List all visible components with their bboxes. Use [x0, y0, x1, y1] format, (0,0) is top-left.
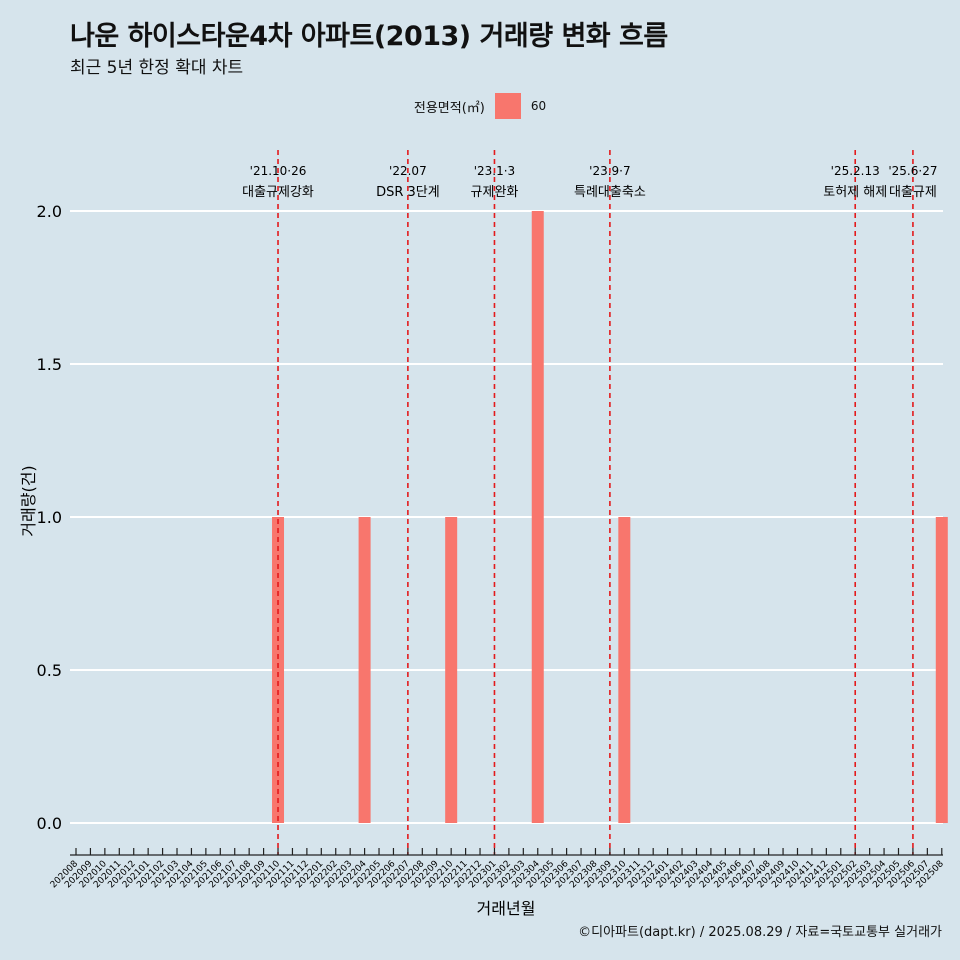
legend-swatch	[494, 93, 521, 119]
caption: ©디아파트(dapt.kr) / 2025.08.29 / 자료=국토교통부 실…	[578, 925, 942, 940]
event-label: 대출규제강화	[242, 185, 314, 200]
y-tick-label: 2.0	[37, 202, 62, 221]
legend: 전용면적(㎡) 60	[0, 93, 960, 119]
bar-202304	[531, 211, 544, 823]
event-date-label: '23.9·7	[589, 164, 630, 178]
chart-subtitle: 최근 5년 한정 확대 차트	[70, 58, 244, 78]
event-date-label: '23.1·3	[474, 164, 515, 178]
y-tick-label: 0.5	[37, 661, 62, 680]
bars	[272, 211, 948, 823]
bar-202310	[618, 517, 631, 823]
y-tick-label: 0.0	[37, 814, 62, 833]
bar-202204	[358, 517, 371, 823]
legend-label: 60	[530, 99, 547, 113]
event-label: 대출규제	[889, 185, 937, 200]
event-label: 토허제 해제	[823, 185, 887, 200]
bar-202110	[272, 517, 285, 823]
x-axis-title: 거래년월	[477, 899, 536, 918]
event-label: 규제완화	[471, 185, 519, 200]
legend-title: 전용면적(㎡)	[413, 100, 485, 116]
event-date-label: '21.10·26	[250, 164, 307, 178]
gridlines	[70, 210, 943, 824]
event-label: DSR 3단계	[376, 185, 440, 200]
bar-202508	[935, 517, 948, 823]
chart-title: 나운 하이스타운4차 아파트(2013) 거래량 변화 흐름	[70, 21, 668, 52]
bar-202210	[445, 517, 458, 823]
axes: 0.00.51.01.52.02020082020092020102020112…	[37, 202, 947, 890]
event-date-label: '22.07	[389, 164, 427, 178]
event-date-label: '25.2.13	[831, 164, 880, 178]
event-lines: '21.10·26 대출규제강화 '22.07 DSR 3단계 '23.1·3 규제완화 '…	[242, 150, 937, 855]
y-tick-label: 1.0	[37, 508, 62, 527]
y-axis-title: 거래량(건)	[19, 465, 38, 536]
event-date-label: '25.6·27	[888, 164, 937, 178]
y-tick-label: 1.5	[37, 355, 62, 374]
event-label: 특례대출축소	[574, 185, 646, 200]
